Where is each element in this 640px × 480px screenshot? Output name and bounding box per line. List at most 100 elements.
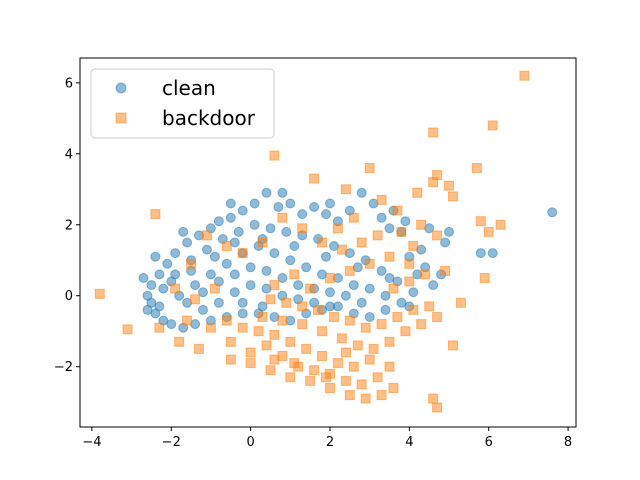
backdoor-point: [309, 173, 320, 184]
clean-point: [297, 209, 308, 220]
x-tick-label: 6: [485, 435, 493, 450]
clean-point: [400, 216, 411, 227]
backdoor-point: [483, 226, 494, 237]
backdoor-point: [392, 312, 403, 322]
clean-point: [269, 248, 280, 259]
backdoor-point: [285, 336, 296, 347]
backdoor-point: [170, 283, 181, 294]
clean-point: [142, 304, 153, 315]
clean-point: [249, 219, 260, 230]
backdoor-point: [269, 150, 280, 161]
backdoor-point: [428, 177, 439, 188]
backdoor-point: [360, 393, 371, 404]
clean-point: [428, 280, 439, 291]
backdoor-point: [150, 209, 161, 220]
clean-point: [190, 280, 201, 291]
backdoor-point: [202, 230, 212, 241]
clean-point: [340, 290, 351, 301]
backdoor-point: [297, 301, 308, 312]
legend-label-backdoor: backdoor: [162, 106, 256, 130]
backdoor-point: [376, 194, 387, 205]
backdoor-point: [348, 361, 359, 372]
backdoor-point: [376, 390, 387, 401]
clean-point: [138, 273, 149, 283]
backdoor-point: [356, 237, 367, 248]
clean-point: [261, 187, 272, 198]
backdoor-point: [408, 304, 419, 315]
clean-point: [233, 226, 244, 237]
backdoor-point: [336, 244, 347, 255]
y-tick-label: −2: [54, 360, 73, 375]
clean-point: [265, 223, 276, 234]
backdoor-point: [225, 336, 236, 347]
backdoor-point: [332, 223, 343, 234]
backdoor-point: [245, 347, 256, 358]
backdoor-point: [317, 237, 327, 248]
legend-marker-backdoor: [115, 112, 127, 124]
clean-point: [154, 269, 165, 280]
backdoor-point: [257, 312, 268, 322]
clean-point: [444, 226, 454, 237]
backdoor-point: [182, 315, 193, 326]
clean-point: [225, 198, 236, 209]
backdoor-point: [325, 383, 335, 393]
clean-point: [198, 304, 208, 315]
backdoor-point: [384, 361, 395, 372]
clean-point: [146, 280, 157, 291]
backdoor-point: [412, 187, 423, 198]
backdoor-point: [404, 258, 415, 269]
backdoor-point: [364, 163, 375, 173]
clean-point: [475, 248, 486, 259]
backdoor-point: [289, 358, 300, 369]
clean-point: [249, 198, 260, 209]
backdoor-point: [297, 223, 308, 234]
clean-point: [198, 287, 208, 298]
plot-frame: [79, 57, 577, 428]
backdoor-point: [225, 354, 236, 365]
backdoor-point: [205, 322, 216, 333]
backdoor-point: [487, 120, 498, 131]
backdoor-point: [221, 315, 232, 326]
clean-point: [205, 269, 216, 280]
backdoor-point: [277, 315, 288, 326]
backdoor-point: [392, 205, 403, 216]
backdoor-point: [209, 283, 220, 294]
clean-point: [356, 297, 367, 308]
backdoor-point: [194, 343, 204, 354]
backdoor-point: [340, 347, 351, 358]
clean-point: [166, 319, 177, 330]
backdoor-point: [277, 212, 288, 223]
backdoor-point: [269, 354, 280, 365]
backdoor-point: [428, 127, 439, 138]
backdoor-point: [321, 372, 331, 383]
clean-point: [229, 287, 240, 298]
clean-point: [309, 202, 320, 212]
backdoor-point: [424, 301, 435, 312]
backdoor-point: [297, 319, 308, 330]
backdoor-point: [336, 333, 347, 344]
backdoor-point: [122, 324, 133, 335]
clean-point: [348, 280, 359, 291]
backdoor-point: [332, 358, 343, 369]
clean-point: [237, 297, 248, 308]
backdoor-point: [475, 216, 486, 227]
clean-point: [356, 187, 367, 198]
clean-point: [321, 209, 331, 220]
backdoor-point: [368, 343, 379, 354]
backdoor-point: [432, 402, 443, 413]
y-axis: −2 0 2 4 6: [54, 76, 80, 375]
clean-point: [384, 223, 395, 234]
backdoor-point: [356, 379, 367, 390]
legend: clean backdoor: [90, 68, 275, 139]
x-tick-label: 0: [246, 435, 254, 450]
backdoor-point: [388, 283, 399, 294]
clean-point: [376, 212, 387, 223]
backdoor-point: [348, 212, 359, 223]
clean-point: [273, 202, 284, 212]
backdoor-point: [372, 372, 383, 383]
backdoor-point: [420, 269, 431, 280]
backdoor-point: [372, 230, 383, 241]
clean-point: [162, 258, 173, 269]
clean-point: [150, 251, 161, 262]
